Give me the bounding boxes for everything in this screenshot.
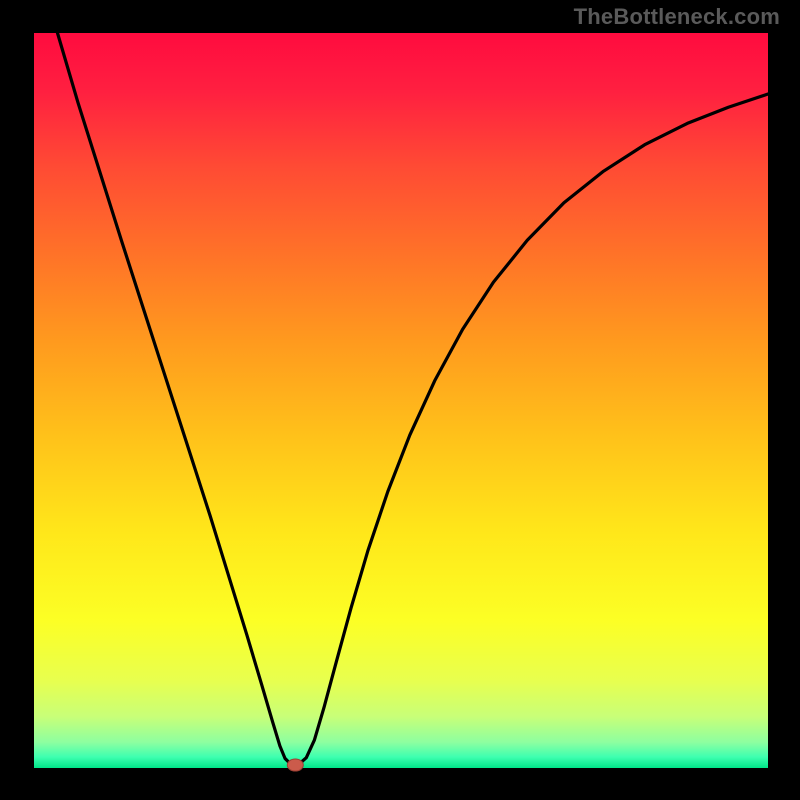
chart-frame: TheBottleneck.com [0, 0, 800, 800]
plot-background [34, 33, 768, 768]
bottleneck-chart [0, 0, 800, 800]
watermark-text: TheBottleneck.com [574, 4, 780, 30]
minimum-marker-icon [287, 759, 303, 771]
